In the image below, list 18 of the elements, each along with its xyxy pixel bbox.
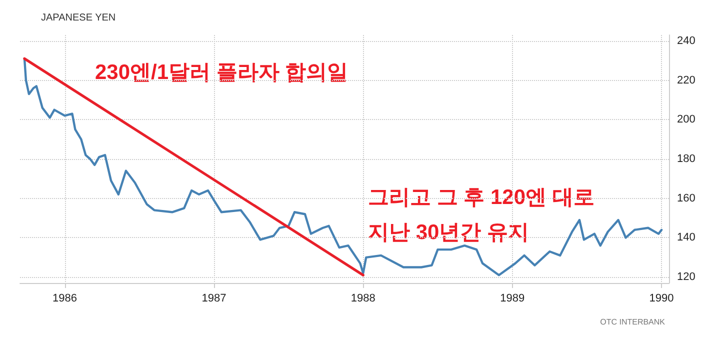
x-tick-label: 1990 xyxy=(649,292,674,304)
annotation: 지난 30년간 유지 xyxy=(368,221,530,244)
y-tick-label: 160 xyxy=(677,192,696,204)
annotation: 그리고 그 후 120엔 대로 xyxy=(368,186,594,209)
y-tick-label: 180 xyxy=(677,153,696,165)
y-tick-label: 140 xyxy=(677,232,696,244)
y-tick-label: 120 xyxy=(677,271,696,284)
chart-title: JAPANESE YEN xyxy=(41,12,116,24)
x-tick-label: 1986 xyxy=(52,292,77,304)
x-tick-label: 1989 xyxy=(500,292,525,304)
line-series xyxy=(23,58,663,276)
x-tick-label: 1988 xyxy=(350,292,376,304)
annotation: 230엔/1달러 플라자 합의일 xyxy=(95,61,348,84)
y-tick-label: 240 xyxy=(677,34,696,47)
text: OTC INTERBANK xyxy=(600,318,666,326)
x-tick-label: 1987 xyxy=(202,292,226,304)
y-tick-label: 200 xyxy=(677,114,696,126)
y-tick-label: 220 xyxy=(677,74,696,86)
